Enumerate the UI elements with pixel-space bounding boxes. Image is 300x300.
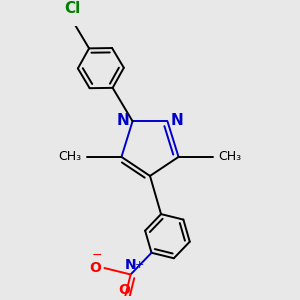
Text: CH₃: CH₃ xyxy=(218,150,241,164)
Text: −: − xyxy=(91,249,102,262)
Text: CH₃: CH₃ xyxy=(59,150,82,164)
Text: N: N xyxy=(117,113,129,128)
Text: O: O xyxy=(118,284,130,298)
Text: O: O xyxy=(89,261,101,275)
Text: +: + xyxy=(135,260,144,270)
Text: Cl: Cl xyxy=(65,2,81,16)
Text: N: N xyxy=(125,258,136,272)
Text: N: N xyxy=(171,113,183,128)
